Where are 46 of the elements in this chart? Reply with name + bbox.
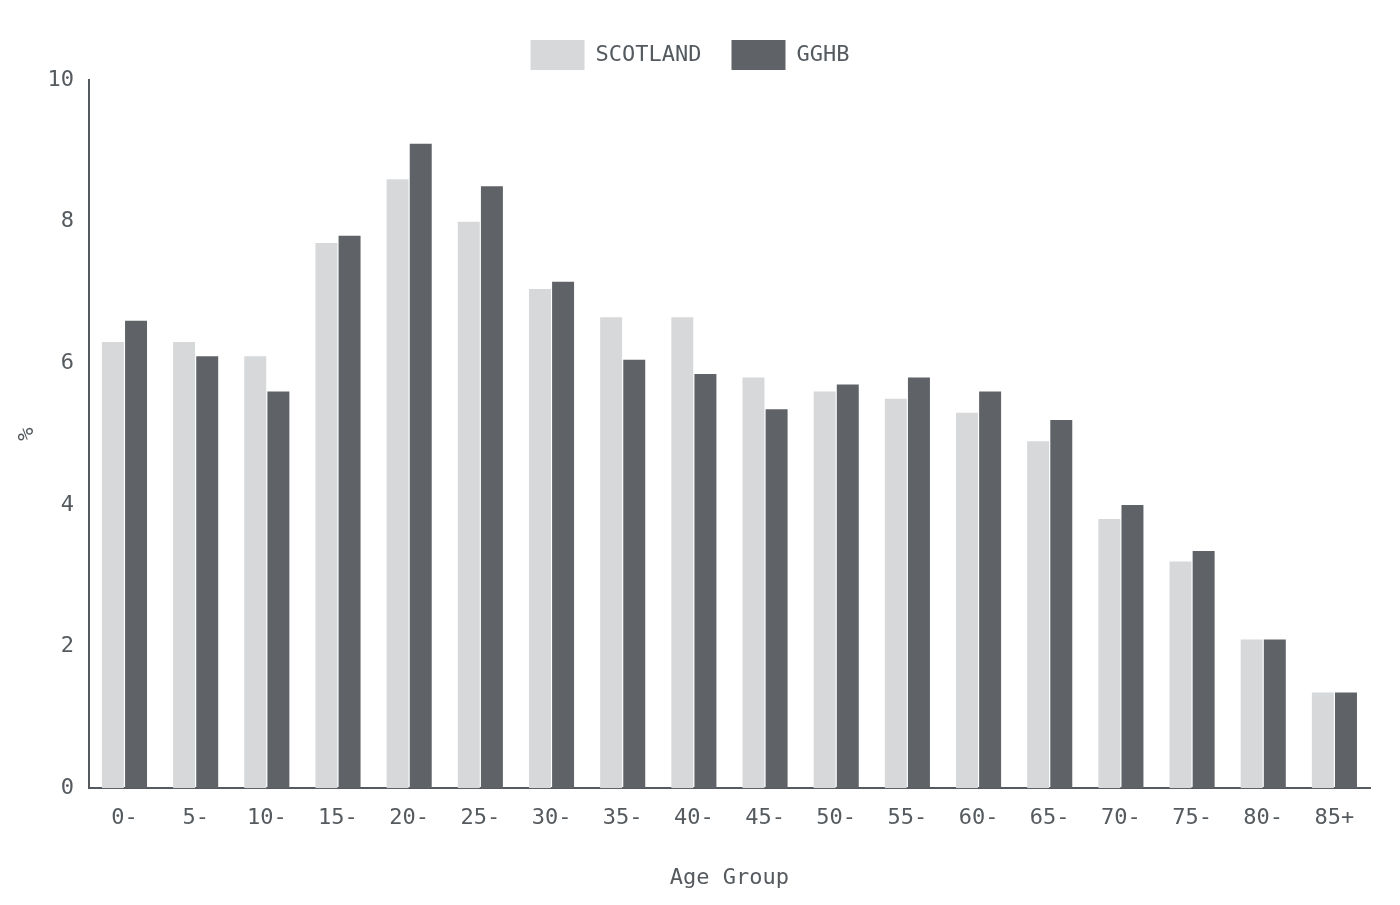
x-tick-label: 55- bbox=[887, 804, 928, 830]
bar bbox=[1027, 441, 1050, 789]
x-tick-label: 40- bbox=[673, 804, 714, 830]
x-tick-label: 70- bbox=[1101, 804, 1141, 830]
bar bbox=[600, 317, 623, 789]
x-tick-label: 35- bbox=[602, 804, 643, 830]
bar bbox=[742, 377, 765, 789]
x-tick-label: 65- bbox=[1029, 804, 1070, 830]
legend-label: SCOTLAND bbox=[595, 40, 702, 66]
bar bbox=[173, 342, 196, 789]
x-tick-label: 75- bbox=[1172, 804, 1212, 830]
y-tick-label: 8 bbox=[60, 207, 74, 233]
bar bbox=[956, 412, 978, 789]
x-tick-label: 0- bbox=[111, 804, 138, 830]
bar bbox=[1311, 692, 1334, 789]
y-tick-label: 6 bbox=[60, 349, 74, 374]
x-tick-label: 45- bbox=[745, 804, 785, 830]
x-tick-label: 80- bbox=[1243, 804, 1284, 830]
y-tick-label: 2 bbox=[60, 632, 74, 658]
y-axis-title: % bbox=[12, 427, 38, 441]
bar bbox=[1098, 519, 1121, 789]
bar bbox=[884, 398, 907, 789]
x-tick-label: 85+ bbox=[1314, 804, 1355, 830]
bar bbox=[813, 391, 836, 789]
bar bbox=[671, 317, 694, 789]
bar bbox=[457, 221, 480, 789]
bar bbox=[244, 356, 267, 789]
x-tick-label: 30- bbox=[531, 804, 572, 830]
x-tick-label: 50- bbox=[816, 804, 857, 830]
x-axis-title: Age Group bbox=[669, 863, 790, 889]
x-tick-label: 20- bbox=[389, 804, 430, 830]
bar bbox=[101, 342, 124, 789]
bar bbox=[386, 179, 409, 789]
x-tick-label: 15- bbox=[318, 804, 358, 830]
y-tick-label: 4 bbox=[60, 490, 74, 516]
bar bbox=[315, 242, 338, 789]
bar bbox=[528, 288, 551, 789]
x-tick-label: 60- bbox=[958, 804, 999, 830]
y-tick-label: 10 bbox=[47, 65, 74, 91]
bar bbox=[1169, 561, 1192, 789]
x-tick-label: 5- bbox=[182, 804, 209, 830]
bar bbox=[1240, 639, 1263, 789]
y-tick-label: 0 bbox=[60, 773, 74, 799]
legend-label: GGHB bbox=[796, 40, 850, 66]
x-tick-label: 10- bbox=[246, 804, 287, 830]
x-tick-label: 25- bbox=[460, 804, 501, 830]
